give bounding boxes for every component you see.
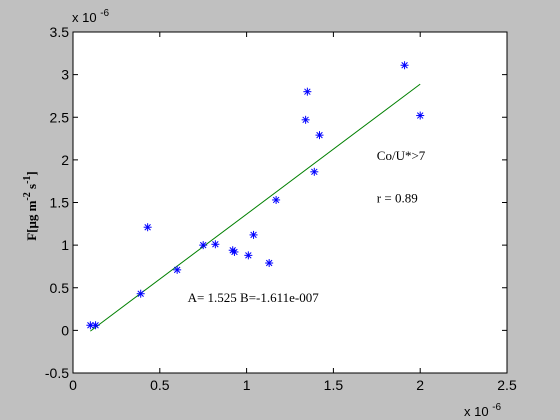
data-point [230, 247, 239, 256]
data-point [136, 289, 145, 298]
fit-line-group [90, 83, 421, 332]
x-axis-ticks: 0 0.5 1 1.5 2 2.5 [69, 32, 517, 393]
data-point [91, 321, 100, 330]
y-tick-label: 2.5 [50, 109, 70, 125]
y-tick-label: 1.5 [50, 195, 70, 211]
annotation-text: Co/U*>7 [377, 148, 426, 163]
x-tick-label: 0.5 [150, 377, 170, 393]
annotation-text: A= 1.525 B=-1.611e-007 [188, 290, 320, 305]
y-tick-label: 3 [61, 67, 69, 83]
annotations: Co/U*>7 r = 0.89 A= 1.525 B=-1.611e-007 [188, 148, 426, 305]
data-points [86, 61, 425, 330]
y-axis-label: F[μg m-2 s-1] [22, 171, 39, 241]
y-tick-label: 0 [61, 322, 69, 338]
data-point [265, 259, 274, 268]
y-axis-multiplier: x 10 -6 [72, 8, 110, 25]
data-point [310, 167, 319, 176]
y-tick-label: 2 [61, 152, 69, 168]
x-tick-label: 1 [243, 377, 251, 393]
data-point [199, 241, 208, 250]
plot-area [72, 31, 508, 374]
y-tick-label: 1 [61, 237, 69, 253]
x-tick-label: 2 [416, 377, 424, 393]
data-point [244, 251, 253, 260]
y-tick-label: 3.5 [50, 24, 70, 40]
data-point [143, 223, 152, 232]
data-point [249, 230, 258, 239]
annotation-text: r = 0.89 [377, 191, 418, 206]
y-tick-label: -0.5 [45, 365, 69, 381]
data-point [173, 265, 182, 274]
data-point [315, 131, 324, 140]
data-point [400, 61, 409, 70]
x-tick-label: 2.5 [497, 377, 517, 393]
fit-line [90, 83, 421, 332]
data-point [211, 240, 220, 249]
y-tick-label: 0.5 [50, 280, 70, 296]
x-axis-multiplier: x 10 -6 [464, 402, 502, 419]
data-point [301, 115, 310, 124]
data-point [416, 111, 425, 120]
data-point [272, 195, 281, 204]
y-axis-ticks: -0.5 0 0.5 1 1.5 2 2.5 3 3.5 [45, 24, 507, 381]
x-tick-label: 1.5 [324, 377, 344, 393]
x-tick-label: 0 [69, 377, 77, 393]
data-point [303, 87, 312, 96]
